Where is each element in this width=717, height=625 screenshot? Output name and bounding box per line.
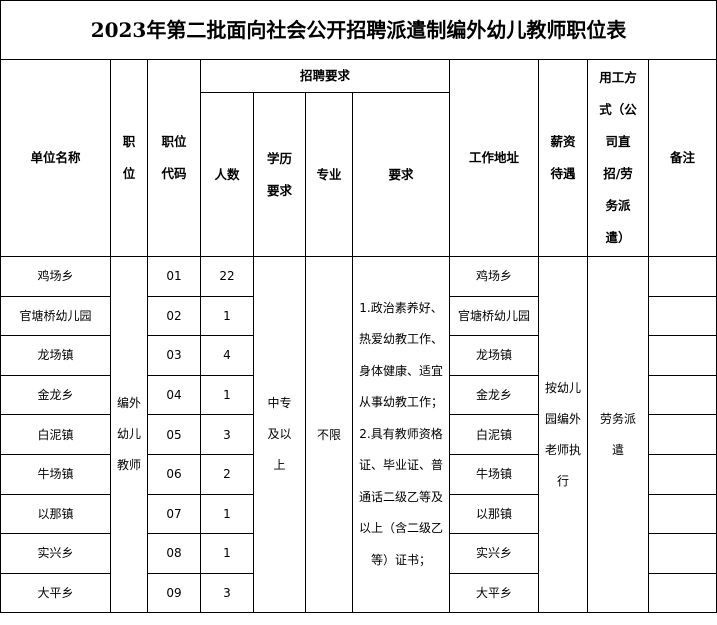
unit-name-cell: 白泥镇 xyxy=(0,414,111,455)
unit-name-cell: 官塘桥幼儿园 xyxy=(0,295,111,337)
work-address-cell: 以那镇 xyxy=(449,493,539,535)
unit-name-cell: 鸡场乡 xyxy=(0,256,111,297)
table-row: 实兴乡 08 1 实兴乡 xyxy=(0,533,717,574)
work-address-cell: 龙场镇 xyxy=(449,335,539,376)
work-address-cell: 牛场镇 xyxy=(449,453,539,495)
position-code-cell: 05 xyxy=(147,414,201,455)
unit-name-cell: 大平乡 xyxy=(0,572,111,614)
remarks-cell xyxy=(647,414,717,455)
count-cell: 22 xyxy=(200,256,254,297)
header-count: 人数 xyxy=(200,92,254,257)
header-major: 专业 xyxy=(305,92,353,257)
header-salary: 薪资待遇 xyxy=(538,59,588,257)
unit-name-cell: 以那镇 xyxy=(0,493,111,535)
position-cell: 编外幼儿教师 xyxy=(110,255,148,614)
table-row: 大平乡 09 3 大平乡 xyxy=(0,572,717,614)
header-requirements-group: 招聘要求 xyxy=(200,59,450,93)
remarks-cell xyxy=(647,374,717,416)
header-requirements: 要求 xyxy=(352,92,450,257)
header-employment: 用工方式（公司直招/劳务派遣） xyxy=(587,59,649,257)
header-remarks: 备注 xyxy=(647,59,717,257)
count-cell: 1 xyxy=(200,493,254,535)
work-address-cell: 大平乡 xyxy=(449,572,539,614)
remarks-cell xyxy=(647,295,717,337)
salary-cell: 按幼儿园编外老师执行 xyxy=(538,255,588,614)
position-code-cell: 01 xyxy=(147,256,201,297)
unit-name-cell: 龙场镇 xyxy=(0,335,111,376)
remarks-cell xyxy=(647,533,717,574)
requirements-cell: 1.政治素养好、热爱幼教工作、身体健康、适宜从事幼教工作；2.具有教师资格证、毕… xyxy=(352,255,450,614)
work-address-cell: 金龙乡 xyxy=(449,374,539,416)
remarks-cell xyxy=(647,256,717,297)
header-work-address: 工作地址 xyxy=(449,59,539,257)
table-title: 2023年第二批面向社会公开招聘派遣制编外幼儿教师职位表 xyxy=(0,0,717,60)
table-row: 官塘桥幼儿园 02 1 官塘桥幼儿园 xyxy=(0,295,717,337)
remarks-cell xyxy=(647,453,717,495)
major-cell: 不限 xyxy=(305,255,353,614)
header-position: 职位 xyxy=(110,59,148,257)
position-code-cell: 06 xyxy=(147,453,201,495)
work-address-cell: 白泥镇 xyxy=(449,414,539,455)
count-cell: 1 xyxy=(200,295,254,337)
table-row: 牛场镇 06 2 牛场镇 xyxy=(0,453,717,495)
employment-cell: 劳务派遣 xyxy=(587,255,649,614)
work-address-cell: 官塘桥幼儿园 xyxy=(449,295,539,337)
count-cell: 4 xyxy=(200,335,254,376)
table-row: 龙场镇 03 4 龙场镇 xyxy=(0,335,717,376)
position-code-cell: 04 xyxy=(147,374,201,416)
table-row: 鸡场乡 编外幼儿教师 01 22 中专及以上 不限 1.政治素养好、热爱幼教工作、身体健康、… xyxy=(0,255,717,614)
education-cell: 中专及以上 xyxy=(253,255,306,614)
table-row: 白泥镇 05 3 白泥镇 xyxy=(0,414,717,455)
remarks-cell xyxy=(647,335,717,376)
table-row: 金龙乡 04 1 金龙乡 xyxy=(0,374,717,416)
unit-name-cell: 金龙乡 xyxy=(0,374,111,416)
unit-name-cell: 牛场镇 xyxy=(0,453,111,495)
remarks-cell xyxy=(647,572,717,614)
count-cell: 1 xyxy=(200,533,254,574)
count-cell: 2 xyxy=(200,453,254,495)
work-address-cell: 鸡场乡 xyxy=(449,256,539,297)
header-education: 学历要求 xyxy=(253,92,306,257)
header-code: 职位代码 xyxy=(147,59,201,257)
table-row: 以那镇 07 1 以那镇 xyxy=(0,493,717,535)
remarks-cell xyxy=(647,493,717,535)
position-code-cell: 08 xyxy=(147,533,201,574)
position-code-cell: 02 xyxy=(147,295,201,337)
count-cell: 3 xyxy=(200,572,254,614)
count-cell: 3 xyxy=(200,414,254,455)
position-code-cell: 07 xyxy=(147,493,201,535)
position-code-cell: 09 xyxy=(147,572,201,614)
unit-name-cell: 实兴乡 xyxy=(0,533,111,574)
work-address-cell: 实兴乡 xyxy=(449,533,539,574)
position-code-cell: 03 xyxy=(147,335,201,376)
count-cell: 1 xyxy=(200,374,254,416)
header-unit: 单位名称 xyxy=(0,59,111,257)
